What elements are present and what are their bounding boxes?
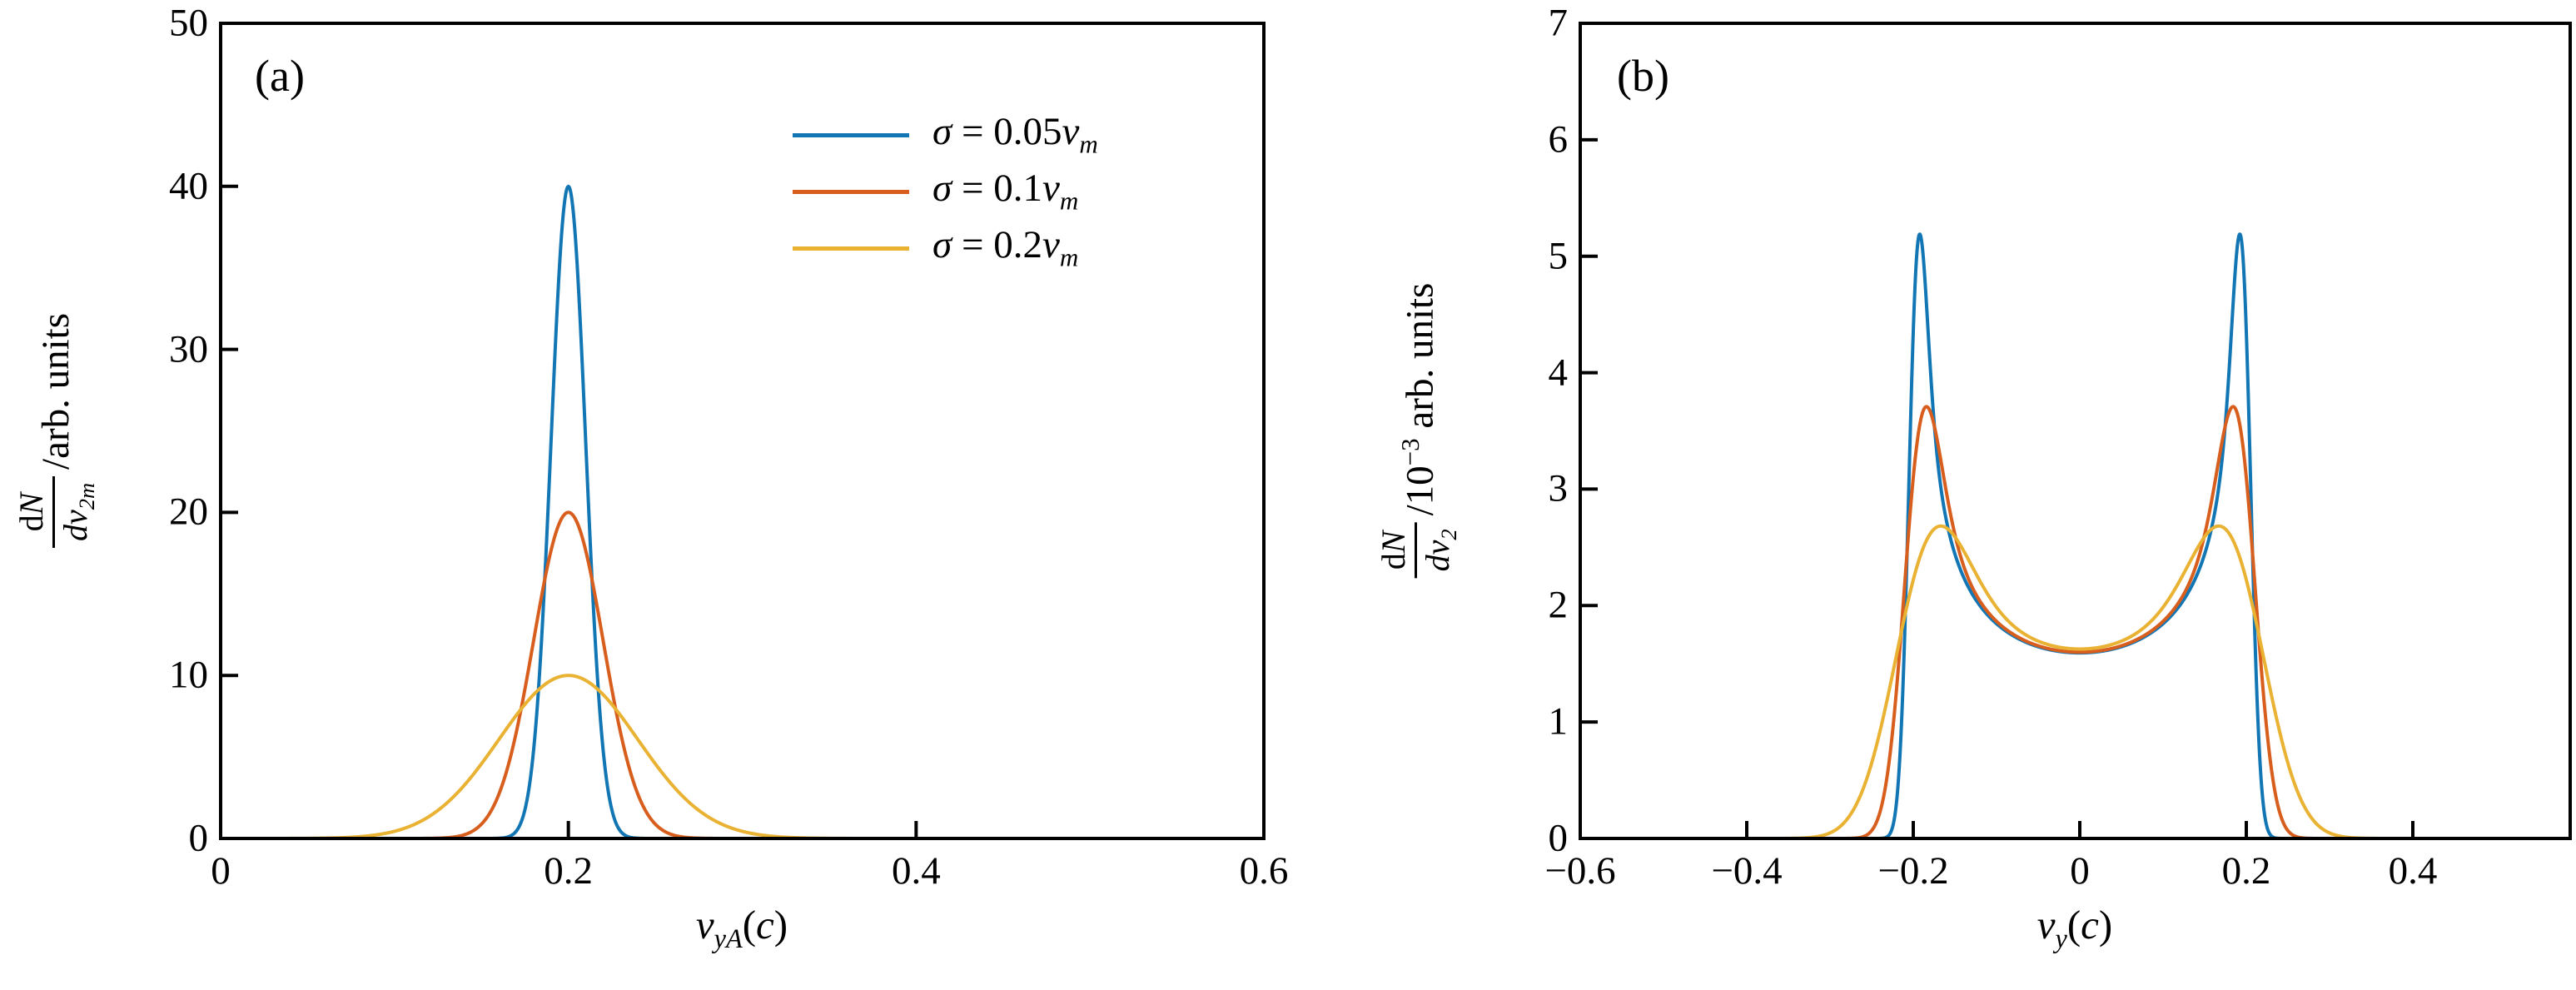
x-tick-label: −0.4 bbox=[1711, 849, 1783, 893]
x-tick-label: −0.2 bbox=[1877, 849, 1949, 893]
x-tick-label: 0.4 bbox=[2388, 849, 2438, 893]
legend-line-orange bbox=[793, 189, 909, 194]
panel-b-xlabel: vy(c) bbox=[2036, 902, 2113, 953]
x-tick-label: 0.6 bbox=[1239, 849, 1289, 893]
y-tick-label: 2 bbox=[1548, 583, 1569, 627]
y-tick-label: 3 bbox=[1548, 466, 1569, 510]
x-tick-label: 0.4 bbox=[891, 849, 941, 893]
legend: σ = 0.05vm σ = 0.1vm σ = 0.2vm bbox=[793, 107, 1098, 276]
x-tick-label: 0 bbox=[2070, 849, 2090, 893]
panel-a-curves bbox=[221, 184, 1264, 838]
y-tick-label: 4 bbox=[1548, 351, 1569, 395]
curve-σ=0.1vm bbox=[221, 510, 1264, 838]
fraction-denominator: dv2 bbox=[1414, 522, 1462, 579]
panel-b-ylabel: dN dv2 /10−3 arb. units bbox=[1375, 283, 1462, 579]
panel-b-ylabel-fraction: dN dv2 bbox=[1375, 522, 1462, 579]
legend-label: σ = 0.2vm bbox=[932, 223, 1079, 272]
y-tick-label: 0 bbox=[188, 816, 209, 860]
x-tick-label: 0.2 bbox=[2221, 849, 2271, 893]
y-tick-label: 10 bbox=[169, 653, 208, 697]
curve-σ=0.1vm bbox=[1580, 405, 2570, 838]
curve-σ=0.05vm bbox=[221, 184, 1264, 838]
legend-item-sigma-005: σ = 0.05vm bbox=[793, 107, 1098, 163]
curve-σ=0.2vm bbox=[221, 674, 1264, 838]
y-tick-label: 1 bbox=[1548, 699, 1569, 744]
panel-b-label: (b) bbox=[1617, 51, 1669, 101]
x-tick-label: −0.6 bbox=[1544, 849, 1616, 893]
y-tick-label: 0 bbox=[1548, 816, 1569, 860]
panel-b-curves bbox=[1580, 232, 2570, 838]
curve-σ=0.05vm bbox=[1580, 232, 2570, 838]
panel-a-xlabel: vyA(c) bbox=[695, 902, 788, 953]
legend-line-yellow bbox=[793, 246, 909, 251]
legend-item-sigma-02: σ = 0.2vm bbox=[793, 220, 1098, 276]
y-tick-label: 20 bbox=[169, 490, 208, 534]
curve-σ=0.2vm bbox=[1580, 524, 2570, 838]
axes-box bbox=[1579, 22, 2572, 840]
y-tick-label: 30 bbox=[169, 327, 208, 371]
y-tick-label: 5 bbox=[1548, 234, 1569, 278]
legend-label: σ = 0.1vm bbox=[932, 167, 1079, 216]
y-tick-label: 40 bbox=[169, 164, 208, 208]
axes-box bbox=[219, 22, 1266, 840]
legend-line-blue bbox=[793, 132, 909, 137]
fraction-numerator: dN bbox=[1375, 530, 1412, 570]
y-tick-label: 50 bbox=[169, 1, 208, 45]
legend-item-sigma-01: σ = 0.1vm bbox=[793, 163, 1098, 220]
y-tick-label: 6 bbox=[1548, 117, 1569, 162]
y-tick-label: 7 bbox=[1548, 1, 1569, 45]
x-tick-label: 0.2 bbox=[544, 849, 594, 893]
panel-a-label: (a) bbox=[255, 51, 305, 101]
x-tick-label: 0 bbox=[211, 849, 231, 893]
legend-label: σ = 0.05vm bbox=[932, 110, 1098, 159]
